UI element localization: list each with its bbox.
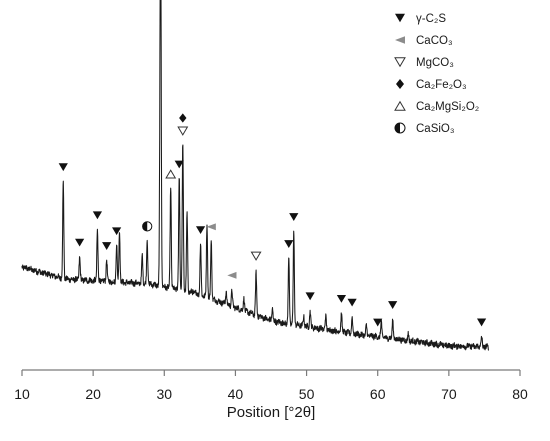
peak-marker (227, 271, 237, 279)
peak-marker (284, 240, 294, 248)
peak-marker (92, 211, 103, 220)
peak-marker (206, 223, 216, 231)
legend-marker (394, 122, 406, 134)
peak-marker (305, 292, 315, 301)
peak-marker (179, 113, 187, 123)
legend-label: Ca₂MgSi₂O₂ (416, 101, 479, 113)
peak-marker (289, 213, 299, 221)
peak-marker (102, 242, 112, 250)
peak-marker (336, 294, 347, 303)
x-tick-label: 10 (14, 386, 30, 402)
plot-area (21, 0, 490, 351)
x-tick-label: 80 (512, 386, 528, 402)
peak-marker (75, 238, 85, 247)
peak-marker (142, 221, 153, 232)
peak-marker (195, 226, 206, 235)
x-tick-label: 50 (299, 386, 315, 402)
legend-label: γ-C₂S (416, 13, 446, 25)
legend-label: CaSiO₃ (416, 123, 455, 135)
xrd-pattern-line (21, 0, 490, 351)
x-tick-label: 30 (156, 386, 172, 402)
peak-marker (476, 318, 487, 327)
legend-marker (395, 13, 405, 23)
peak-marker (165, 169, 177, 179)
legend-label: Ca₂Fe₂O₃ (416, 79, 467, 91)
legend-marker (394, 57, 406, 68)
x-axis: 10 20 30 40 50 60 70 80 (14, 369, 528, 402)
x-tick-label: 70 (441, 386, 457, 402)
peak-marker (388, 301, 398, 310)
legend-marker (396, 79, 404, 89)
peak-marker (373, 318, 383, 327)
peak-marker (347, 298, 357, 307)
legend-marker (395, 36, 405, 44)
x-tick-label: 60 (370, 386, 386, 402)
legend-label: CaCO₃ (416, 35, 453, 47)
peak-marker (112, 227, 122, 236)
phase-markers (58, 113, 487, 327)
x-tick-label: 40 (228, 386, 244, 402)
legend-label: MgCO₃ (416, 57, 454, 69)
peak-marker (250, 251, 262, 261)
x-axis-label: Position [°2θ] (227, 404, 316, 421)
x-tick-label: 20 (85, 386, 101, 402)
legend-marker (394, 100, 406, 111)
peak-marker (58, 163, 68, 172)
peak-marker (174, 160, 184, 169)
legend: γ-C₂S CaCO₃ MgCO₃ Ca₂Fe₂O₃ Ca₂MgSi₂O₂ CaSiO₃ (394, 13, 479, 135)
peak-marker (177, 126, 189, 136)
